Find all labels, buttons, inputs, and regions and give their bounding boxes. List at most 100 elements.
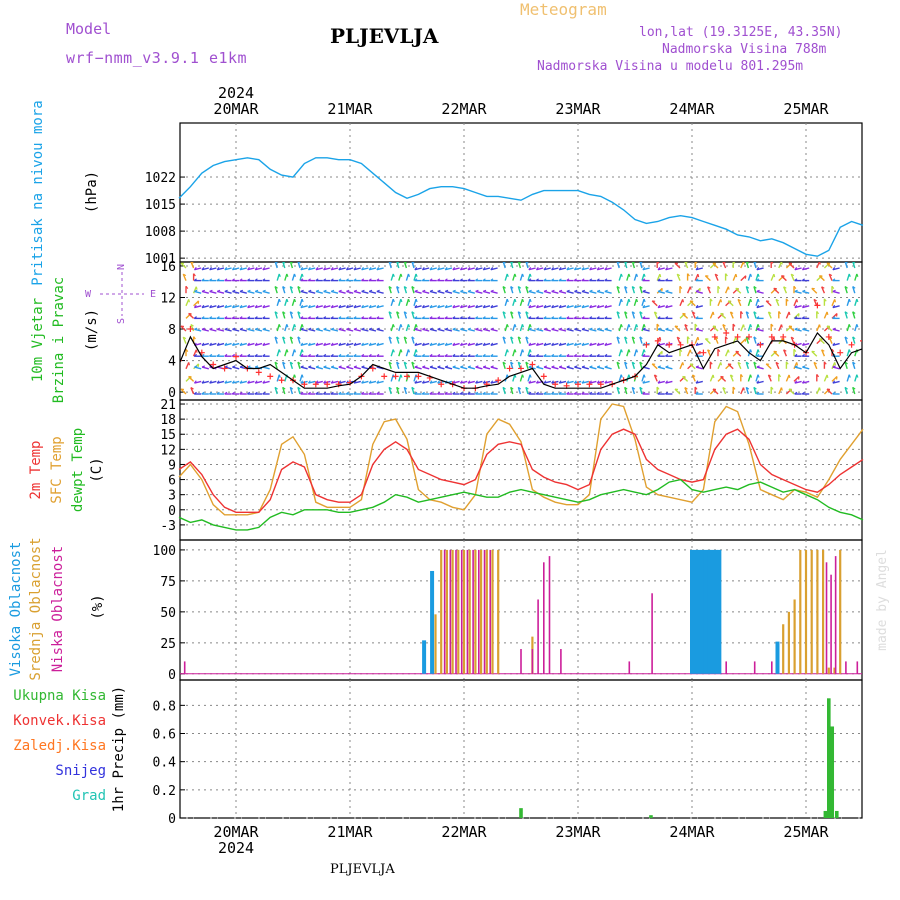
panel-frame (179, 399, 863, 541)
wind-arrow-head (694, 386, 698, 390)
wind-arrow-head (421, 304, 425, 308)
wind-arrow-head (573, 278, 577, 282)
wind-arrow-head (307, 342, 311, 346)
wind-arrow (396, 286, 400, 294)
wind-arrow-head (528, 304, 532, 308)
wind-arrow-head (475, 316, 479, 319)
wind-arrow-head (517, 286, 522, 289)
wind-arrow-head (543, 316, 547, 319)
cloud-bar-low (466, 549, 469, 674)
temp-unit: (C) (89, 457, 105, 482)
wind-arrow-head (247, 289, 251, 293)
wind-arrow (709, 374, 714, 382)
wind-arrow-head (510, 262, 514, 264)
wind-arrow (724, 349, 729, 357)
wind-arrow-head (657, 380, 661, 384)
wind-arrow-head (643, 273, 646, 277)
wind-arrow (192, 286, 197, 294)
wind-arrow-head (635, 273, 639, 277)
wind-arrow-head (695, 380, 699, 384)
wind-arrow-head (330, 365, 335, 368)
wind-arrow-head (745, 286, 750, 289)
wind-arrow (844, 262, 848, 269)
wind-arrow-head (195, 349, 198, 353)
wind-arrow-head (262, 353, 266, 357)
wind-arrow-head (783, 286, 787, 289)
wind-arrow-head (315, 316, 319, 319)
wind-arrow (289, 311, 294, 319)
y-tick-label: 12 (160, 443, 176, 458)
wind-arrow (504, 273, 508, 281)
wind-arrow (217, 305, 225, 309)
wind-arrow (276, 349, 280, 357)
wind-arrow-head (482, 342, 486, 346)
wind-arrow-head (396, 361, 400, 365)
compass-icon: NSW E (85, 264, 156, 324)
wind-arrow-head (756, 327, 760, 330)
wind-arrow (297, 336, 301, 344)
wind-arrow-head (753, 286, 757, 289)
wind-arrow-head (216, 380, 220, 384)
wind-arrow (239, 328, 247, 332)
wind-barbs (180, 262, 862, 395)
wind-arrow-head (315, 342, 319, 346)
wind-arrow (247, 305, 255, 309)
wind-arrow-head (293, 349, 297, 353)
wind-arrow-head (330, 289, 335, 293)
y-tick-label: 9 (168, 458, 176, 473)
wind-arrow (239, 342, 247, 347)
cloud-bar-mid (462, 549, 466, 674)
wind-arrow (691, 311, 696, 319)
wind-arrow-head (345, 380, 349, 384)
wind-arrow-head (753, 361, 757, 365)
wind-arrow-head (657, 289, 662, 293)
wind-arrow-head (376, 278, 380, 282)
date-label-top: 23MAR (555, 100, 601, 118)
wind-arrow-head (330, 304, 334, 308)
cloud-bar-mid (474, 549, 477, 674)
wind-arrow (536, 267, 544, 271)
wind-arrow-head (414, 327, 418, 330)
wind-arrow-head (376, 267, 380, 271)
wind-arrow (651, 363, 658, 370)
wind-arrow-head (193, 304, 197, 308)
wind-arrow-head (518, 262, 522, 264)
wind-arrow-head (525, 262, 529, 264)
wind-arrow (353, 290, 361, 294)
wind-arrow (353, 328, 361, 332)
wind-arrow-head (643, 374, 646, 378)
wind-arrow-head (535, 353, 539, 357)
wind-arrow-head (289, 286, 294, 289)
wind-arrow-head (581, 391, 585, 395)
wind-arrow-head (566, 267, 570, 271)
wind-arrow-head (224, 365, 228, 368)
wind-arrow-head (353, 327, 358, 330)
wind-arrow-head (209, 278, 213, 282)
wind-arrow (581, 290, 589, 294)
wind-arrow-head (528, 278, 532, 282)
wind-arrow-head (581, 304, 585, 308)
wind-arrow-head (345, 391, 349, 395)
wind-arrow-head (620, 298, 623, 303)
cloud-bar-high (717, 549, 722, 674)
wind-arrow-head (628, 349, 631, 353)
wind-arrow (528, 328, 536, 332)
wind-arrow (315, 328, 323, 332)
wind-arrow (844, 336, 848, 344)
wind-arrow (274, 387, 278, 395)
wind-gust-mark (255, 369, 262, 376)
wind-arrow-head (639, 361, 643, 365)
wind-arrow (396, 262, 400, 269)
wind-arrow (315, 380, 323, 384)
wind-arrow-head (757, 324, 760, 328)
wind-arrow-head (831, 348, 835, 352)
y-tick-label: 1022 (145, 171, 176, 186)
wind-arrow (467, 366, 475, 370)
wind-arrow-head (794, 365, 798, 368)
wind-arrow (559, 267, 567, 271)
wind-arrow (604, 380, 612, 384)
wind-arrow-head (624, 336, 628, 340)
wind-arrow (581, 328, 589, 332)
wind-arrow (686, 349, 691, 357)
wind-arrow (361, 305, 369, 309)
